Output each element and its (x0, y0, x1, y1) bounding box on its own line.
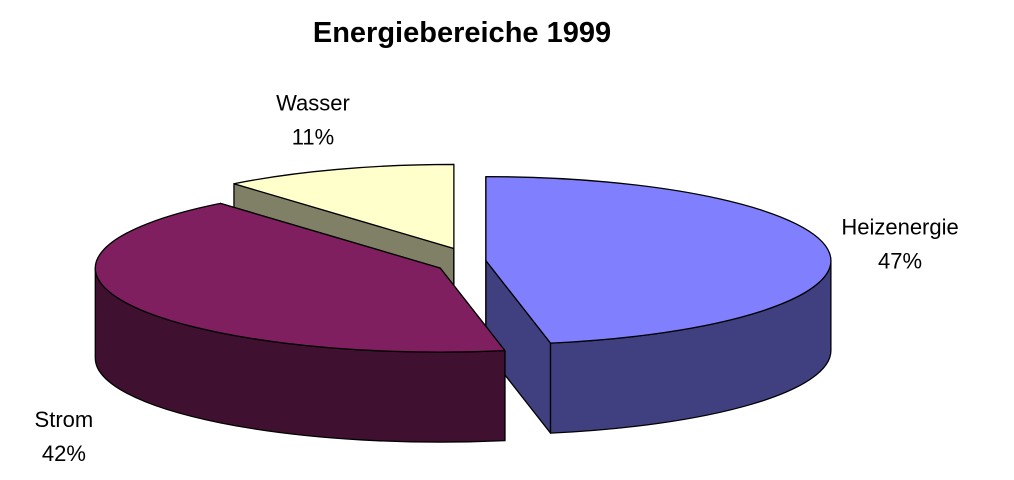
slice-top (94, 202, 506, 353)
data-label-name: Heizenergie (841, 214, 958, 239)
slice-top (485, 175, 832, 344)
data-label-value: 42% (42, 441, 86, 466)
data-label-value: 11% (292, 125, 334, 150)
slice (485, 175, 832, 434)
chart-title: Energiebereiche 1999 (313, 17, 611, 49)
slice (94, 202, 506, 443)
data-label-name: Strom (35, 407, 94, 432)
slice-top (233, 163, 455, 250)
data-label-value: 47% (878, 248, 922, 273)
data-label: Heizenergie 47% (841, 214, 958, 273)
data-label: Strom 42% (35, 407, 94, 466)
data-label: Wasser 11% (276, 91, 350, 150)
data-label-name: Wasser (276, 91, 350, 116)
